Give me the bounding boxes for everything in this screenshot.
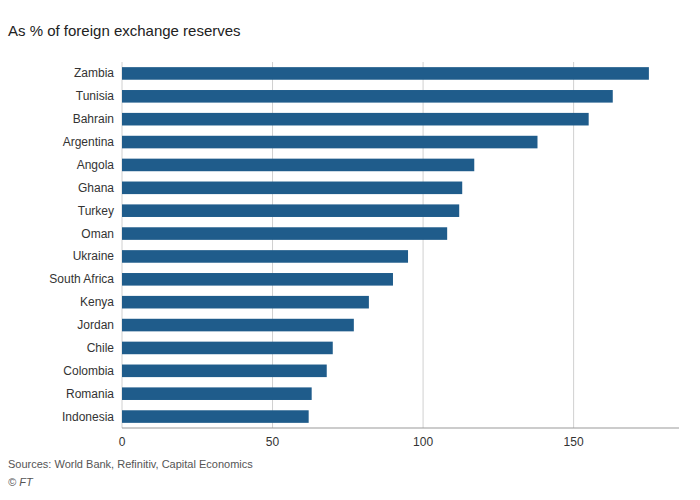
bar <box>122 113 589 126</box>
category-label: Kenya <box>80 295 114 309</box>
category-label: Turkey <box>78 204 114 218</box>
background <box>0 0 700 500</box>
bars <box>122 67 649 423</box>
category-label: Jordan <box>77 318 114 332</box>
bar <box>122 387 312 400</box>
category-label: South Africa <box>49 272 114 286</box>
category-label: Chile <box>87 341 115 355</box>
annotation: Sources: World Bank, Refinitiv, Capital … <box>8 458 253 470</box>
tick-label: 50 <box>266 435 280 449</box>
category-label: Bahrain <box>73 112 114 126</box>
bar <box>122 159 474 172</box>
bar <box>122 136 537 149</box>
bar <box>122 227 447 240</box>
category-label: Angola <box>77 158 115 172</box>
category-label: Romania <box>66 387 114 401</box>
tick-label: 100 <box>413 435 433 449</box>
tick-label: 0 <box>119 435 126 449</box>
bar <box>122 365 327 378</box>
category-label: Tunisia <box>76 89 115 103</box>
category-label: Colombia <box>63 364 114 378</box>
bar <box>122 250 408 263</box>
bar <box>122 319 354 332</box>
bar <box>122 342 333 355</box>
category-label: Oman <box>81 227 114 241</box>
category-label: Argentina <box>63 135 115 149</box>
bar <box>122 90 613 103</box>
category-label: Ukraine <box>73 249 115 263</box>
category-label: Ghana <box>78 181 114 195</box>
x-axis-line <box>122 428 679 429</box>
bar <box>122 296 369 309</box>
bar <box>122 204 459 217</box>
bar <box>122 273 393 286</box>
bar <box>122 182 462 195</box>
bar <box>122 67 649 80</box>
tick-label: 150 <box>564 435 584 449</box>
title: As % of foreign exchange reserves <box>8 22 241 39</box>
category-label: Indonesia <box>62 410 114 424</box>
category-label: Zambia <box>74 66 114 80</box>
annotation: © FT <box>8 476 34 488</box>
bar <box>122 410 309 423</box>
chart: As % of foreign exchange reserves 0 50 100 1… <box>0 0 700 500</box>
chart-container: As % of foreign exchange reserves 0 50 100 1… <box>0 0 700 500</box>
